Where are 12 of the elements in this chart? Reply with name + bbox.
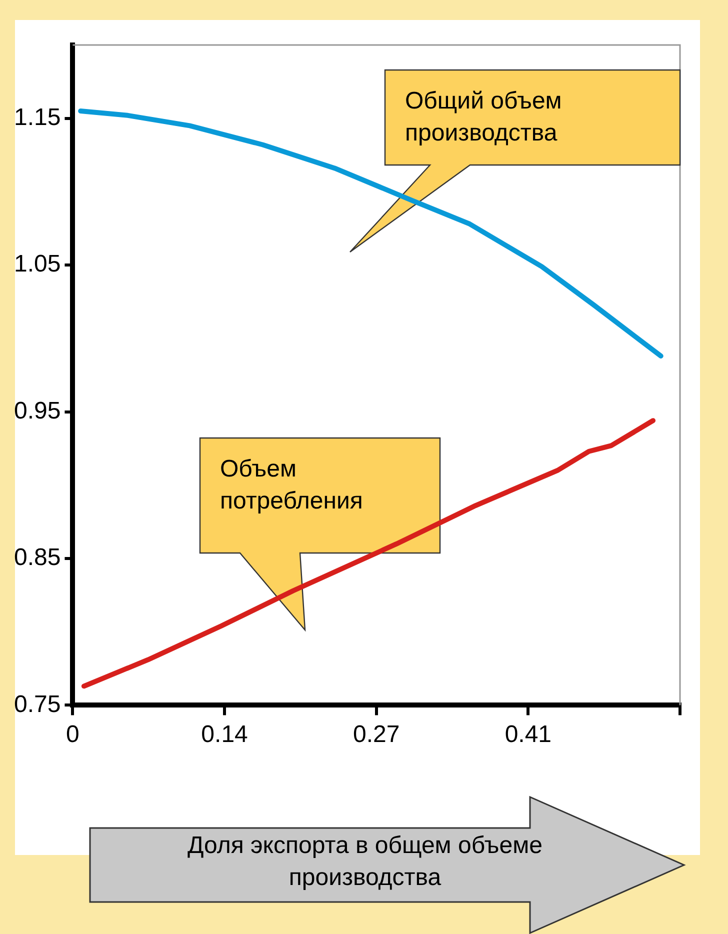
y-tick-label: 0.75 <box>14 690 61 718</box>
annotation: Общий объем производства <box>405 88 562 147</box>
annotation: Объем потребления <box>220 456 363 515</box>
y-tick-label: 0.95 <box>14 397 61 424</box>
x-tick-label: 0.27 <box>352 721 400 748</box>
x-tick-label: 0.14 <box>201 721 248 748</box>
y-tick-label: 1.05 <box>14 250 61 278</box>
x-tick-label: 0.41 <box>504 721 552 748</box>
y-tick-label: 1.15 <box>14 104 61 131</box>
y-tick-label: 0.85 <box>14 544 61 572</box>
x-tick-label: 0 <box>66 721 80 748</box>
x-axis-title: Доля экспорта в общем объеме производства <box>186 831 544 893</box>
